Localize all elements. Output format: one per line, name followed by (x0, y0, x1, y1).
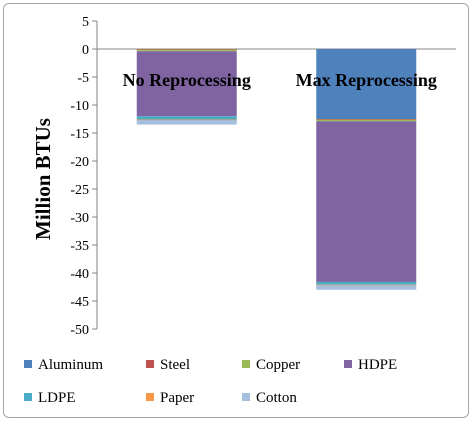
legend-swatch (242, 360, 250, 368)
legend: Aluminum Steel Copper HDPE LDPE Paper Cotton (24, 357, 397, 406)
y-tick-label: -10 (70, 99, 89, 114)
bar-segment-hdpe-2 (316, 121, 417, 282)
legend-label: Copper (256, 357, 300, 373)
bar-segment-copper-1 (136, 49, 237, 52)
y-tick-label: -30 (70, 211, 89, 226)
legend-item-steel: Steel (146, 357, 190, 373)
legend-swatch (24, 393, 32, 401)
stacked-bar-chart: 5 0 -5 -10 -15 -20 -25 -30 -35 -40 -45 -50 No Repro… (24, 15, 456, 406)
chart-frame: 5 0 -5 -10 -15 -20 -25 -30 -35 -40 -45 -50 No Repro… (3, 3, 469, 418)
y-tick-label: -35 (70, 239, 89, 254)
bar-segment-ldpe-2 (316, 281, 417, 285)
y-tick-label: -15 (70, 127, 89, 142)
legend-swatch (242, 393, 250, 401)
legend-swatch (24, 360, 32, 368)
bar-segment-cotton-1 (136, 120, 237, 125)
bar-segment-aluminum-2 (316, 49, 417, 119)
y-tick-label: -20 (70, 155, 89, 170)
legend-swatch (344, 360, 352, 368)
legend-label: HDPE (358, 357, 397, 373)
bar-segment-hdpe-1 (136, 51, 237, 117)
legend-label: Steel (160, 357, 190, 373)
legend-label: Cotton (256, 390, 297, 406)
legend-label: LDPE (38, 390, 76, 406)
bar-segment-paper-2 (316, 284, 417, 286)
legend-label: Aluminum (38, 357, 103, 373)
y-tick-label: -5 (77, 71, 89, 86)
y-tick-label: -25 (70, 183, 89, 198)
y-tick-label: 5 (82, 15, 89, 30)
category-label-2: Max Reprocessing (296, 70, 437, 90)
legend-item-hdpe: HDPE (344, 357, 397, 373)
bar-segment-ldpe-1 (136, 116, 237, 120)
axis-layer: 5 0 -5 -10 -15 -20 -25 -30 -35 -40 -45 -50 (70, 15, 456, 338)
bar-segment-copper-2 (316, 119, 417, 122)
y-tick-label: -40 (70, 267, 89, 282)
legend-item-cotton: Cotton (242, 390, 297, 406)
bars-layer (136, 49, 417, 290)
bar-segment-cotton-2 (316, 285, 417, 290)
legend-item-ldpe: LDPE (24, 390, 76, 406)
y-tick-label: 0 (82, 43, 89, 58)
category-label-1: No Reprocessing (123, 70, 251, 90)
legend-swatch (146, 360, 154, 368)
y-axis-title: Million BTUs (31, 118, 55, 240)
legend-item-copper: Copper (242, 357, 300, 373)
bar-segment-steel-1 (136, 49, 237, 50)
bar-segment-paper-1 (136, 119, 237, 121)
y-tick-label: -45 (70, 295, 89, 310)
bar-segment-steel-2 (316, 119, 417, 120)
legend-swatch (146, 393, 154, 401)
legend-item-paper: Paper (146, 390, 194, 406)
labels-layer: No Reprocessing Max Reprocessing (123, 70, 437, 90)
y-tick-label: -50 (70, 323, 89, 338)
legend-item-aluminum: Aluminum (24, 357, 103, 373)
legend-label: Paper (160, 390, 194, 406)
